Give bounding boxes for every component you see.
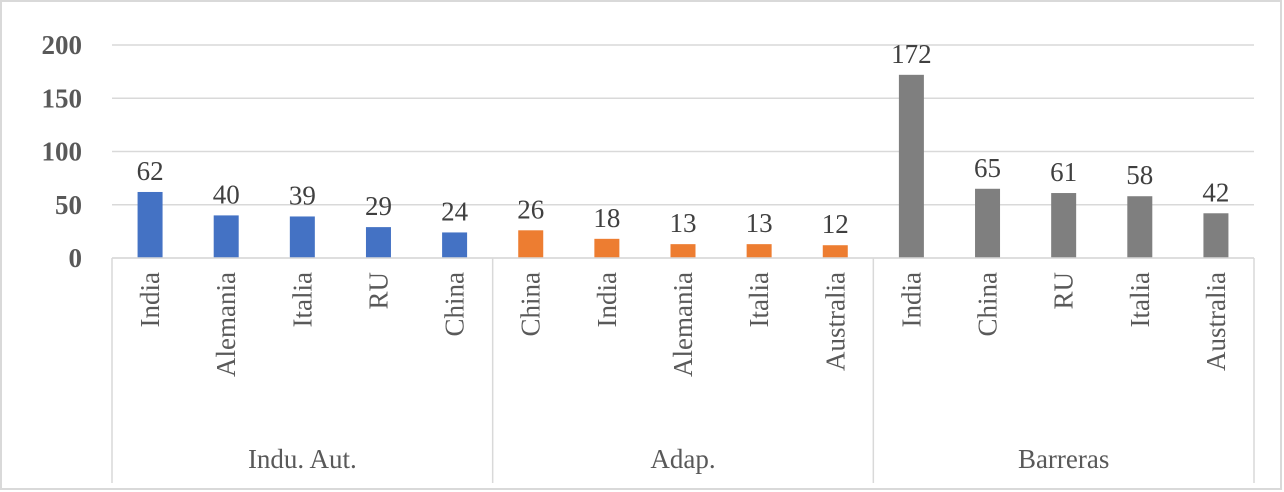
category-label: RU [1049, 272, 1079, 310]
category-label: Italia [1125, 272, 1155, 327]
data-label: 58 [1126, 160, 1153, 190]
group-label: Indu. Aut. [248, 444, 357, 474]
data-label: 61 [1050, 157, 1077, 187]
bar [1127, 196, 1153, 258]
y-tick-label: 50 [55, 190, 82, 220]
y-tick-label: 0 [69, 243, 83, 273]
category-label: China [516, 272, 546, 337]
data-label: 40 [213, 179, 240, 209]
data-labels: 62 40 39 29 24 26 18 13 13 12 172 65 61 58 42 [137, 39, 1230, 239]
bar [137, 191, 163, 258]
category-label: China [440, 272, 470, 337]
bar [365, 227, 391, 258]
category-label: Alemania [668, 272, 698, 377]
data-label: 18 [593, 203, 620, 233]
data-label: 42 [1202, 177, 1229, 207]
bar [213, 215, 239, 258]
category-label: Australia [1201, 272, 1231, 371]
y-tick-label: 100 [42, 137, 83, 167]
bar [822, 245, 848, 258]
category-label: India [592, 272, 622, 327]
data-label: 13 [746, 208, 773, 238]
data-label: 29 [365, 191, 392, 221]
data-label: 12 [822, 209, 849, 239]
bar [746, 244, 772, 258]
bar [670, 244, 696, 258]
category-label: Italia [287, 272, 317, 327]
bar [898, 74, 924, 258]
y-axis-ticks: 0 50 100 150 200 [42, 30, 83, 273]
y-tick-label: 150 [42, 83, 83, 113]
category-axis: India Alemania Italia RU China China India Alem… [111, 257, 1255, 483]
data-label: 62 [137, 156, 164, 186]
bar [975, 188, 1001, 258]
bar [518, 230, 544, 258]
category-label: Australia [820, 272, 850, 371]
bar [289, 216, 315, 258]
data-label: 39 [289, 180, 316, 210]
data-label: 65 [974, 153, 1001, 183]
bars [137, 74, 1229, 258]
y-tick-label: 200 [42, 30, 83, 60]
group-label: Barreras [1018, 444, 1109, 474]
data-label: 26 [517, 194, 544, 224]
bar [442, 232, 468, 258]
group-label: Adap. [650, 444, 715, 474]
category-label: India [896, 272, 926, 327]
category-label: RU [363, 272, 393, 310]
bar [1203, 213, 1229, 258]
category-label: Italia [744, 272, 774, 327]
data-label: 13 [670, 208, 697, 238]
category-label: Alemania [211, 272, 241, 377]
category-label: China [973, 272, 1003, 337]
data-label: 24 [441, 196, 469, 226]
data-label: 172 [891, 39, 932, 69]
bar [594, 238, 620, 258]
bar [1051, 193, 1077, 258]
category-label: India [135, 272, 165, 327]
